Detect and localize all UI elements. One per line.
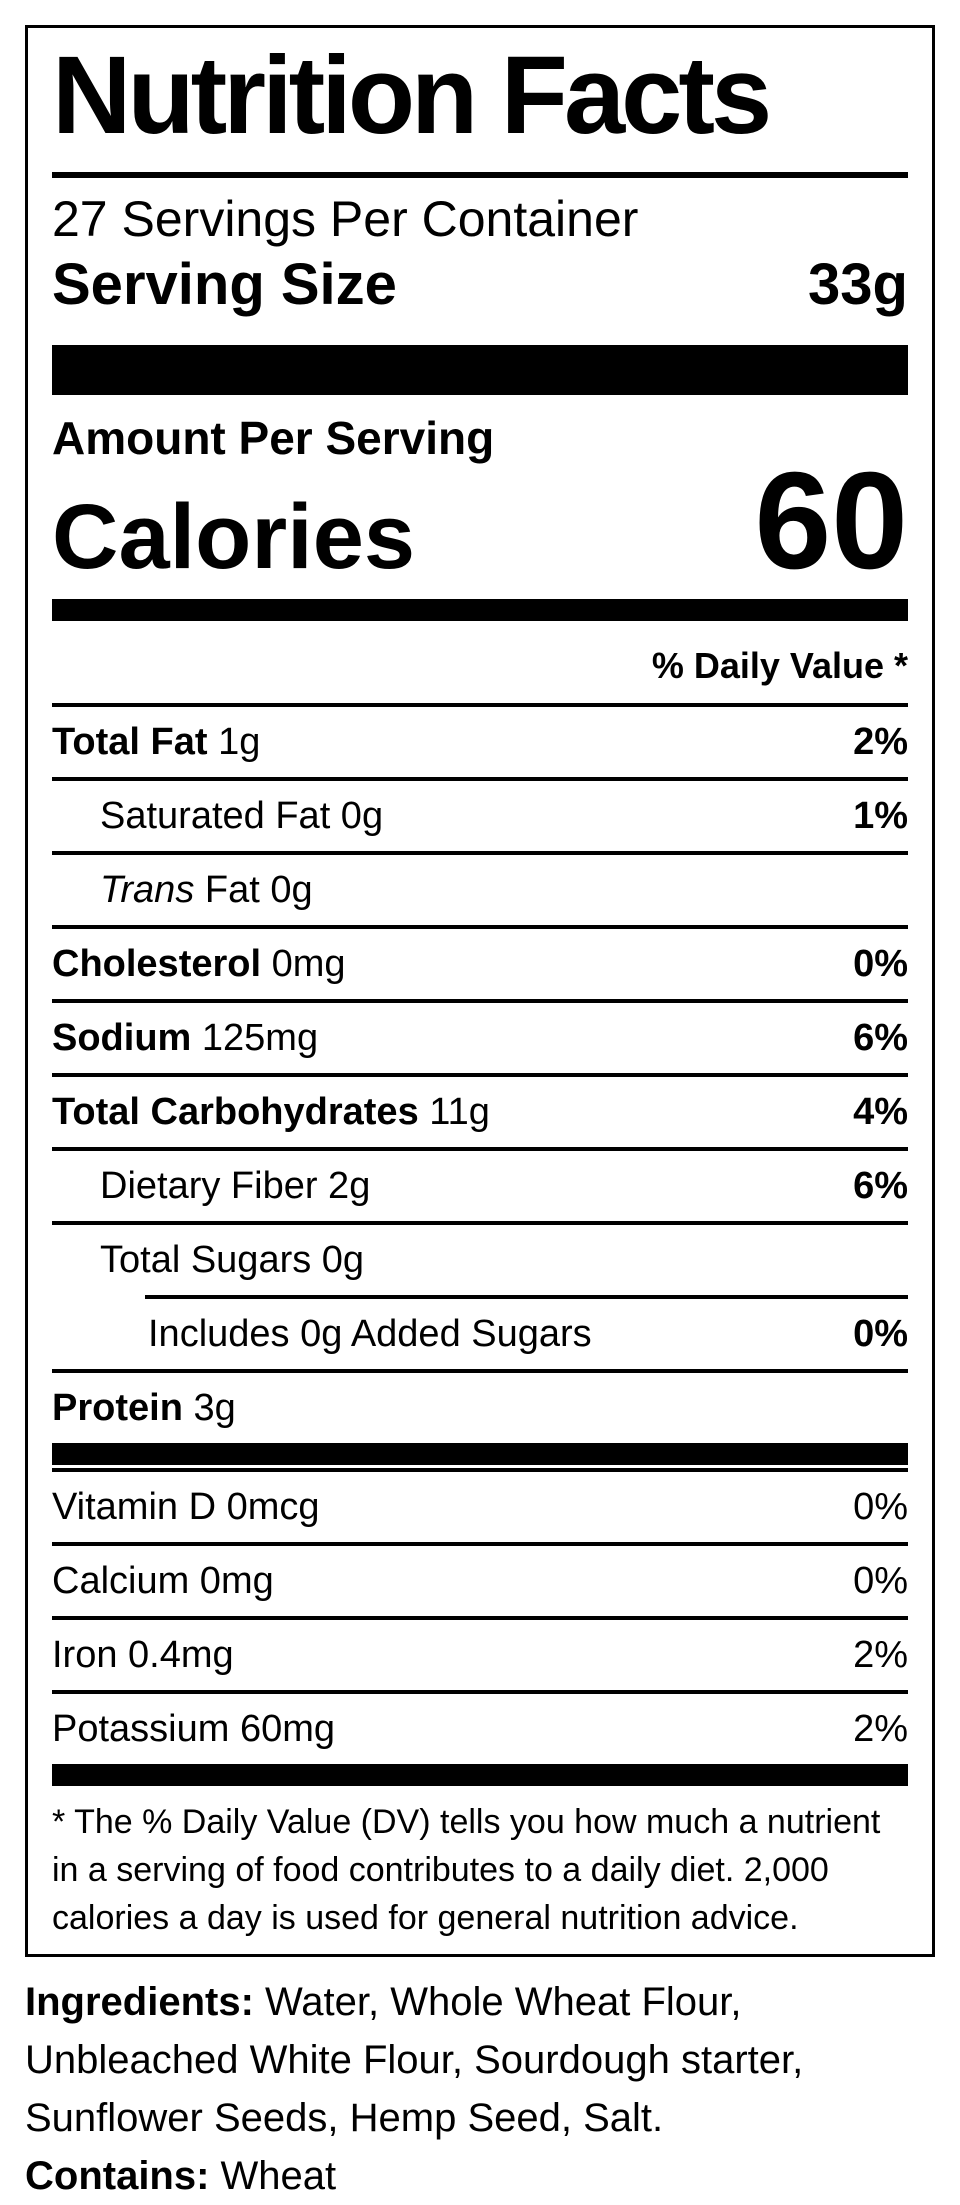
calories-value: 60 bbox=[754, 444, 909, 599]
nutrient-row: Total Carbohydrates 11g 4% bbox=[52, 1077, 908, 1147]
contains-label: Contains: bbox=[25, 2154, 210, 2199]
nutrient-daily-value: 0% bbox=[853, 1486, 908, 1529]
panel-title: Nutrition Facts bbox=[52, 34, 772, 157]
row-rule bbox=[52, 1690, 908, 1695]
row-rule bbox=[52, 1616, 908, 1621]
nutrient-row: Saturated Fat 0g 1% bbox=[52, 781, 908, 851]
nutrient-label: Dietary Fiber bbox=[100, 1165, 318, 1208]
nutrient-name-italic: Trans bbox=[100, 869, 195, 912]
nutrient-daily-value: 6% bbox=[853, 1165, 908, 1208]
vitamin-row: Potassium 60mg 2% bbox=[52, 1694, 908, 1764]
vitamin-row: Vitamin D 0mcg 0% bbox=[52, 1472, 908, 1542]
nutrient-name: Dietary Fiber 2g bbox=[100, 1165, 371, 1208]
nutrient-label: Sodium bbox=[52, 1017, 192, 1060]
row-rule bbox=[52, 1369, 908, 1374]
nutrient-name: Cholesterol 0mg bbox=[52, 943, 346, 986]
row-rule bbox=[52, 925, 908, 930]
nutrient-daily-value: 2% bbox=[853, 1708, 908, 1751]
daily-value-rule bbox=[52, 703, 908, 708]
nutrient-daily-value: 0% bbox=[853, 1560, 908, 1603]
nutrient-row: Protein 3g bbox=[52, 1373, 908, 1443]
title-rule bbox=[52, 171, 908, 178]
vitamin-rows: Vitamin D 0mcg 0% Calcium 0mg 0% Iron 0.… bbox=[52, 1472, 908, 1764]
nutrient-label: Includes 0g Added Sugars bbox=[148, 1313, 592, 1356]
nutrient-daily-value: 2% bbox=[853, 1634, 908, 1677]
nutrient-name: Trans Fat 0g bbox=[100, 869, 313, 912]
nutrient-daily-value: 6% bbox=[853, 1017, 908, 1060]
contains-text: Wheat bbox=[209, 2154, 337, 2199]
nutrient-daily-value: 1% bbox=[853, 795, 908, 838]
nutrient-row: Includes 0g Added Sugars 0% bbox=[52, 1299, 908, 1369]
post-bar-rule bbox=[52, 1468, 908, 1473]
nutrient-daily-value: 0% bbox=[853, 943, 908, 986]
nutrient-daily-value: 0% bbox=[853, 1313, 908, 1356]
nutrient-name: Total Carbohydrates 11g bbox=[52, 1091, 490, 1134]
serving-size-label: Serving Size bbox=[52, 252, 397, 318]
row-rule bbox=[52, 1073, 908, 1078]
nutrient-name: Calcium 0mg bbox=[52, 1560, 274, 1603]
nutrient-daily-value: 2% bbox=[853, 721, 908, 764]
vitamin-row: Calcium 0mg 0% bbox=[52, 1546, 908, 1616]
ingredients-label: Ingredients: bbox=[25, 1980, 254, 2025]
nutrient-label: Total Carbohydrates bbox=[52, 1091, 419, 1134]
calories-label: Calories bbox=[52, 486, 416, 589]
row-rule bbox=[52, 1221, 908, 1226]
row-rule bbox=[52, 851, 908, 856]
servings-per-container: 27 Servings Per Container bbox=[52, 190, 639, 247]
section-bar-top bbox=[52, 344, 908, 395]
nutrient-name: Protein 3g bbox=[52, 1387, 236, 1430]
daily-value-header: % Daily Value * bbox=[651, 645, 908, 687]
row-rule bbox=[52, 777, 908, 782]
nutrient-name: Saturated Fat 0g bbox=[100, 795, 384, 838]
nutrient-row: Sodium 125mg 6% bbox=[52, 1003, 908, 1073]
ingredients-text: Water, Whole Wheat Flour, Unbleached Whi… bbox=[25, 1980, 804, 2141]
row-rule bbox=[52, 999, 908, 1004]
nutrient-name: Potassium 60mg bbox=[52, 1708, 336, 1751]
nutrient-label: Protein bbox=[52, 1387, 183, 1430]
nutrient-row: Cholesterol 0mg 0% bbox=[52, 929, 908, 999]
nutrient-name: Includes 0g Added Sugars bbox=[52, 1315, 592, 1353]
row-rule-indented bbox=[145, 1295, 908, 1300]
nutrient-row: Trans Fat 0g bbox=[52, 855, 908, 925]
nutrient-name: Vitamin D 0mcg bbox=[52, 1486, 320, 1529]
nutrient-label: Total Fat bbox=[52, 721, 208, 764]
section-bar-protein bbox=[52, 1443, 908, 1466]
row-rule bbox=[52, 1542, 908, 1547]
calories-row: Calories 60 bbox=[52, 444, 909, 599]
nutrient-label: Fat bbox=[204, 869, 260, 912]
nutrient-name: Sodium 125mg bbox=[52, 1017, 319, 1060]
nutrient-name: Total Fat 1g bbox=[52, 721, 261, 764]
daily-value-footnote: * The % Daily Value (DV) tells you how m… bbox=[52, 1803, 881, 1938]
nutrient-name: Iron 0.4mg bbox=[52, 1634, 234, 1677]
nutrient-daily-value: 4% bbox=[853, 1091, 908, 1134]
nutrient-row: Dietary Fiber 2g 6% bbox=[52, 1151, 908, 1221]
nutrient-label: Cholesterol bbox=[52, 943, 262, 986]
amount-per-serving: Amount Per Serving bbox=[52, 411, 495, 464]
serving-size-value: 33g bbox=[808, 252, 908, 318]
nutrient-row: Total Fat 1g 2% bbox=[52, 707, 908, 777]
ingredients-block: Ingredients: Water, Whole Wheat Flour, U… bbox=[25, 1973, 935, 2147]
nutrition-facts-panel: Nutrition Facts 27 Servings Per Containe… bbox=[25, 25, 935, 1958]
nutrient-name: Total Sugars 0g bbox=[100, 1239, 365, 1282]
nutrient-label: Total Sugars bbox=[100, 1239, 312, 1282]
vitamin-row: Iron 0.4mg 2% bbox=[52, 1620, 908, 1690]
row-rule bbox=[52, 1147, 908, 1152]
nutrient-rows: Total Fat 1g 2% Saturated Fat 0g 1% Tran… bbox=[52, 707, 908, 1443]
section-bar-bottom bbox=[52, 1764, 908, 1787]
nutrient-row: Total Sugars 0g bbox=[52, 1225, 908, 1295]
nutrient-label: Saturated Fat bbox=[100, 795, 331, 838]
contains-block: Contains: Wheat bbox=[25, 2147, 935, 2205]
section-bar-calories bbox=[52, 599, 908, 622]
serving-size-row: Serving Size 33g bbox=[52, 252, 908, 319]
